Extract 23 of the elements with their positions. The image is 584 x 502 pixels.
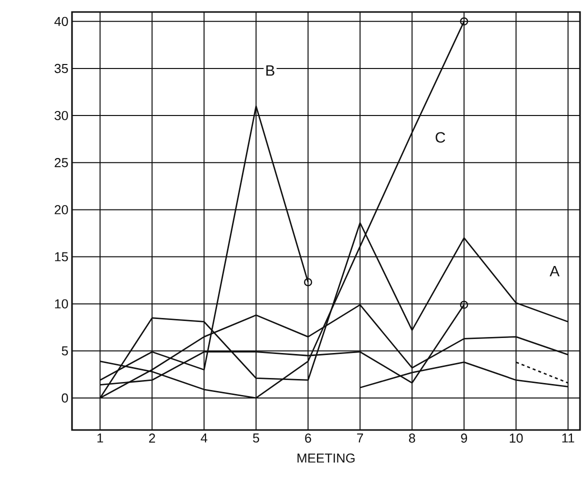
x-tick-label: 5 (252, 434, 260, 443)
x-tick-label: 2 (149, 434, 156, 443)
y-tick-label: 0 (62, 393, 68, 403)
x-tick-label: 7 (357, 434, 364, 442)
x-axis-title: MEETING (298, 454, 355, 463)
x-tick-label: 10 (510, 434, 523, 443)
y-tick-label: 15 (55, 252, 68, 262)
x-tick-label: 1 (97, 434, 104, 442)
annotation: C (436, 132, 446, 143)
x-tick-label: 8 (409, 434, 416, 443)
y-tick-label: 10 (55, 299, 68, 308)
y-tick-label: 5 (62, 346, 68, 356)
y-tick-label: 25 (54, 158, 68, 168)
y-tick-label: 40 (54, 16, 68, 26)
y-tick-label: 20 (54, 205, 68, 214)
y-tick-label: 30 (54, 110, 68, 120)
annotation: B (266, 65, 274, 76)
x-tick-label: 11 (562, 434, 574, 442)
x-tick-label: 9 (461, 434, 468, 443)
y-tick-label: 35 (54, 64, 68, 74)
annotation: A (550, 266, 560, 276)
x-tick-label: 4 (200, 434, 208, 442)
x-tick-label: 6 (305, 434, 312, 443)
